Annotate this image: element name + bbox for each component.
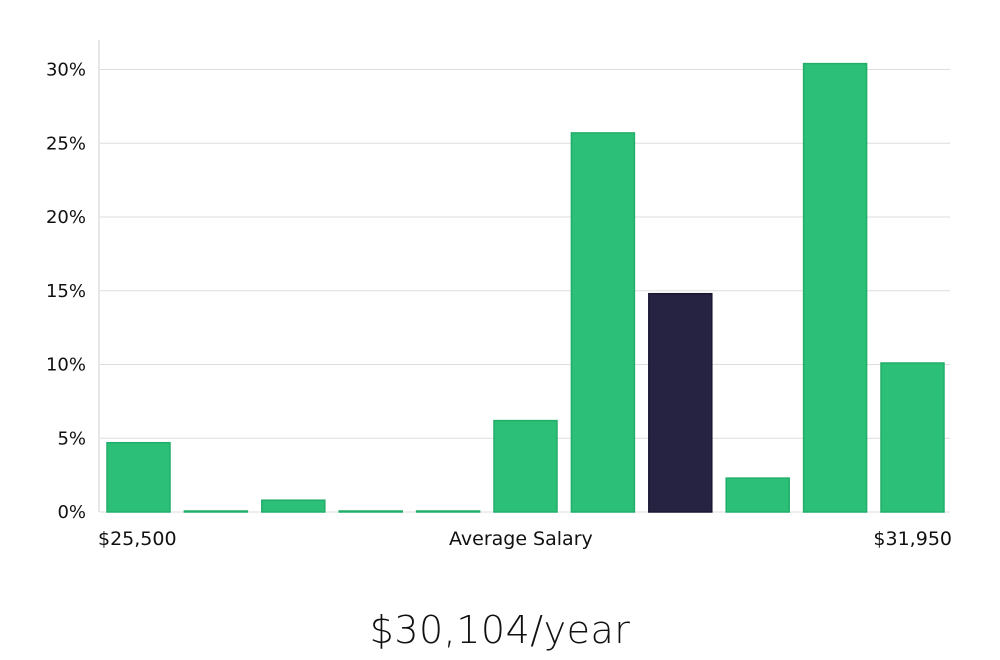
y-tick-label: 10% xyxy=(46,355,86,376)
bar xyxy=(880,362,945,513)
y-tick-label: 30% xyxy=(46,60,86,81)
y-tick-label: 0% xyxy=(57,502,86,523)
bar xyxy=(106,441,171,513)
gridlines xyxy=(100,69,950,513)
x-axis-title: Average Salary xyxy=(449,528,593,550)
bar xyxy=(338,510,403,513)
bar xyxy=(802,62,868,513)
salary-histogram: 0% 5% 10% 15% 20% 25% 30% xyxy=(46,40,950,524)
y-axis-ticks: 0% 5% 10% 15% 20% 25% 30% xyxy=(46,60,86,524)
y-tick-label: 20% xyxy=(46,207,86,228)
bar-highlighted xyxy=(648,292,713,513)
bar xyxy=(261,499,326,513)
bar xyxy=(415,510,481,513)
bar xyxy=(570,132,636,513)
bar xyxy=(183,510,249,513)
y-tick-label: 5% xyxy=(57,428,86,449)
x-axis-max-label: $31,950 xyxy=(873,528,952,550)
average-salary-value: $30,104/year xyxy=(369,608,631,652)
y-tick-label: 25% xyxy=(46,133,86,154)
bar xyxy=(493,419,558,513)
y-tick-label: 15% xyxy=(46,281,86,302)
bars xyxy=(106,62,945,513)
x-axis-min-label: $25,500 xyxy=(98,528,177,550)
bar xyxy=(725,477,790,513)
